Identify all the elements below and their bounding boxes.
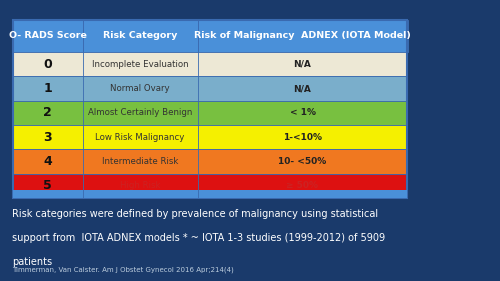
Text: Incomplete Evaluation: Incomplete Evaluation [92, 60, 188, 69]
Bar [82, 20, 198, 52]
Bar [12, 52, 407, 76]
Bar [12, 190, 407, 198]
Text: Risk categories were defined by prevalence of malignancy using statistical: Risk categories were defined by prevalen… [12, 209, 378, 219]
Bar [12, 174, 407, 198]
Text: Risk of Malignancy  ADNEX (IOTA Model): Risk of Malignancy ADNEX (IOTA Model) [194, 31, 411, 40]
Text: N/A: N/A [294, 60, 312, 69]
Text: Low Risk Malignancy: Low Risk Malignancy [96, 133, 184, 142]
Bar [12, 149, 407, 174]
Bar [198, 20, 408, 52]
Bar [12, 76, 407, 101]
Bar [12, 20, 82, 52]
Text: patients: patients [12, 257, 52, 267]
Text: 0: 0 [43, 58, 52, 71]
Bar [12, 101, 407, 125]
Text: 1-<10%: 1-<10% [283, 133, 322, 142]
Bar [12, 125, 407, 149]
Text: 3: 3 [43, 131, 52, 144]
Text: High Risk: High Risk [120, 182, 160, 191]
Text: support from  IOTA ADNEX models * ~ IOTA 1-3 studies (1999-2012) of 5909: support from IOTA ADNEX models * ~ IOTA … [12, 233, 386, 243]
Text: Almost Certainly Benign: Almost Certainly Benign [88, 108, 192, 117]
Text: 10- <50%: 10- <50% [278, 157, 326, 166]
Text: 2: 2 [43, 106, 52, 119]
Bar [12, 20, 407, 198]
Text: 1: 1 [43, 82, 52, 95]
Text: Risk Category: Risk Category [103, 31, 177, 40]
Text: Normal Ovary: Normal Ovary [110, 84, 170, 93]
Text: ≥ 50%: ≥ 50% [286, 182, 318, 191]
Text: Intermediate Risk: Intermediate Risk [102, 157, 178, 166]
Text: 4: 4 [43, 155, 52, 168]
Text: N/A: N/A [294, 84, 312, 93]
Text: < 1%: < 1% [290, 108, 316, 117]
Text: O- RADS Score: O- RADS Score [8, 31, 86, 40]
Text: Timmerman, Van Calster. Am J Obstet Gynecol 2016 Apr;214(4): Timmerman, Van Calster. Am J Obstet Gyne… [12, 267, 234, 273]
Text: 5: 5 [43, 180, 52, 192]
